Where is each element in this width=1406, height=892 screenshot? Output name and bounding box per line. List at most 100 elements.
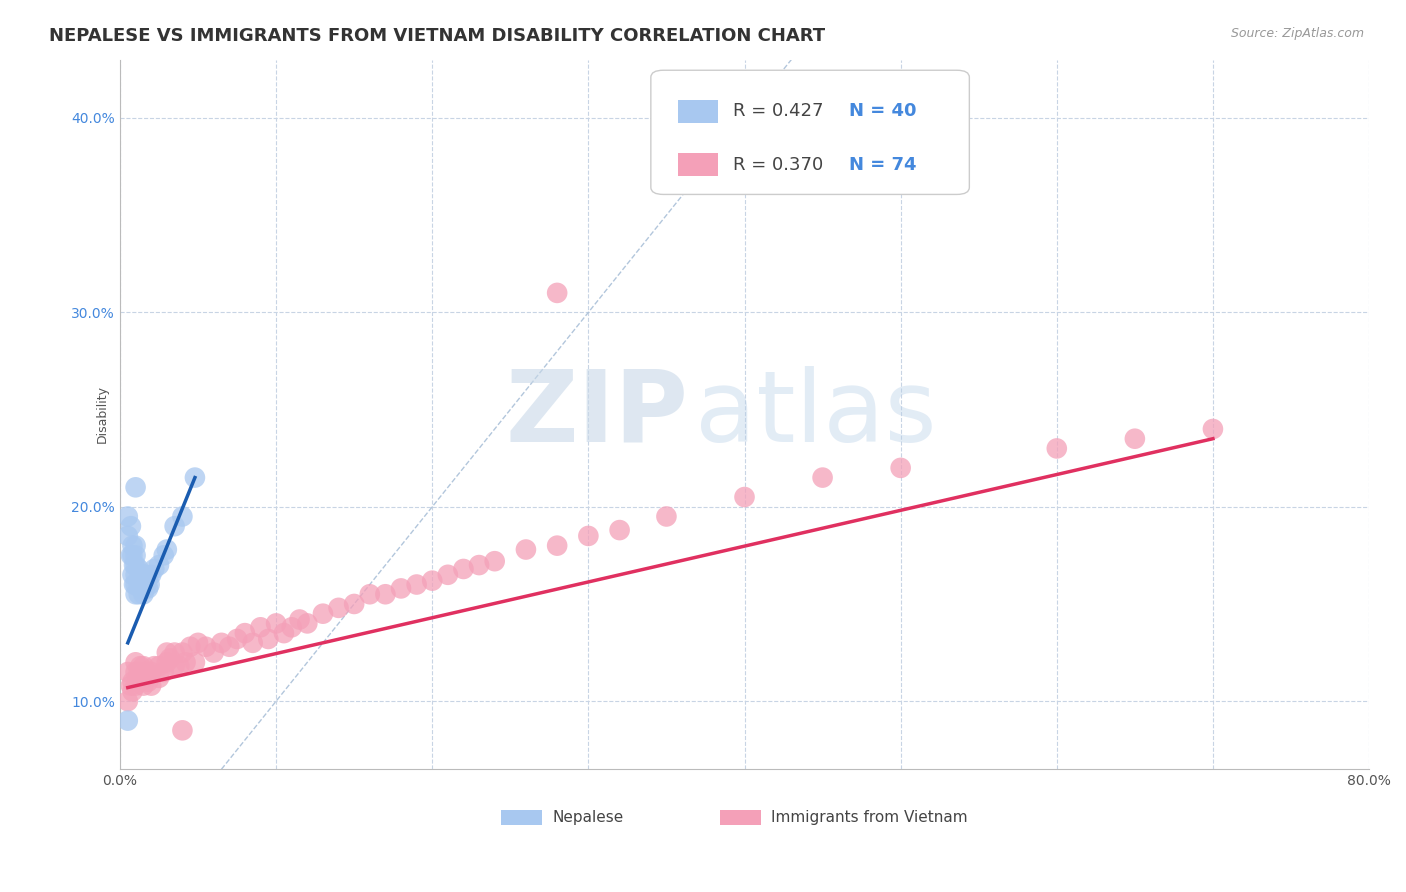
Point: [211, 636, 233, 650]
Point: [135, 577, 157, 591]
Text: N = 74: N = 74: [849, 155, 917, 174]
Point: [420, 574, 443, 588]
Point: [152, 665, 174, 679]
Point: [131, 574, 153, 588]
Text: Immigrants from Vietnam: Immigrants from Vietnam: [770, 810, 967, 825]
Point: [159, 651, 181, 665]
Point: [128, 674, 150, 689]
Point: [124, 567, 146, 582]
Point: [124, 558, 146, 573]
Point: [128, 587, 150, 601]
Point: [129, 659, 152, 673]
Y-axis label: Disability: Disability: [96, 385, 108, 443]
Point: [312, 607, 335, 621]
Point: [1123, 432, 1146, 446]
Point: [172, 509, 194, 524]
Point: [194, 640, 217, 654]
Point: [136, 582, 159, 596]
Point: [264, 616, 287, 631]
Text: Nepalese: Nepalese: [553, 810, 623, 825]
Point: [226, 632, 249, 646]
Point: [233, 626, 256, 640]
Point: [655, 509, 678, 524]
FancyBboxPatch shape: [678, 153, 718, 176]
Text: Source: ZipAtlas.com: Source: ZipAtlas.com: [1230, 27, 1364, 40]
Point: [124, 539, 146, 553]
Point: [129, 567, 152, 582]
Point: [117, 509, 139, 524]
Point: [141, 679, 163, 693]
Point: [148, 671, 170, 685]
Text: R = 0.370: R = 0.370: [734, 155, 824, 174]
FancyBboxPatch shape: [720, 810, 761, 825]
Point: [124, 655, 146, 669]
Point: [132, 679, 155, 693]
Point: [128, 577, 150, 591]
Point: [121, 539, 143, 553]
Point: [134, 582, 156, 596]
Point: [328, 600, 350, 615]
Text: ZIP: ZIP: [505, 366, 689, 463]
Point: [141, 665, 163, 679]
Point: [143, 562, 166, 576]
Text: N = 40: N = 40: [849, 103, 917, 120]
Point: [132, 587, 155, 601]
Point: [136, 674, 159, 689]
Point: [343, 597, 366, 611]
Point: [163, 519, 186, 533]
Point: [218, 640, 240, 654]
Point: [468, 558, 491, 573]
Point: [172, 646, 194, 660]
Point: [148, 558, 170, 573]
Point: [184, 655, 207, 669]
Point: [121, 549, 143, 563]
Point: [546, 285, 568, 300]
Point: [122, 577, 145, 591]
Point: [132, 567, 155, 582]
Point: [124, 480, 146, 494]
Point: [734, 490, 756, 504]
Point: [120, 549, 142, 563]
Point: [121, 567, 143, 582]
Point: [121, 684, 143, 698]
Point: [135, 665, 157, 679]
Text: R = 0.427: R = 0.427: [734, 103, 824, 120]
Point: [242, 636, 264, 650]
Point: [273, 626, 295, 640]
Point: [249, 620, 271, 634]
Point: [169, 659, 191, 673]
Point: [179, 640, 201, 654]
Point: [117, 529, 139, 543]
Point: [184, 470, 207, 484]
Point: [124, 679, 146, 693]
Point: [148, 659, 170, 673]
Point: [141, 567, 163, 582]
Point: [453, 562, 475, 576]
Point: [138, 577, 160, 591]
Point: [280, 620, 302, 634]
Point: [122, 558, 145, 573]
Point: [117, 665, 139, 679]
Point: [576, 529, 599, 543]
Point: [374, 587, 396, 601]
Point: [121, 674, 143, 689]
Point: [187, 636, 209, 650]
Text: atlas: atlas: [695, 366, 936, 463]
Point: [1202, 422, 1225, 436]
Point: [134, 671, 156, 685]
Point: [117, 714, 139, 728]
Point: [174, 655, 197, 669]
Point: [117, 694, 139, 708]
Point: [359, 587, 381, 601]
Point: [297, 616, 319, 631]
Point: [156, 542, 179, 557]
Point: [163, 646, 186, 660]
Point: [120, 519, 142, 533]
Point: [136, 572, 159, 586]
Point: [437, 567, 460, 582]
Point: [202, 646, 225, 660]
Point: [132, 577, 155, 591]
Point: [132, 671, 155, 685]
Point: [515, 542, 537, 557]
FancyBboxPatch shape: [651, 70, 969, 194]
